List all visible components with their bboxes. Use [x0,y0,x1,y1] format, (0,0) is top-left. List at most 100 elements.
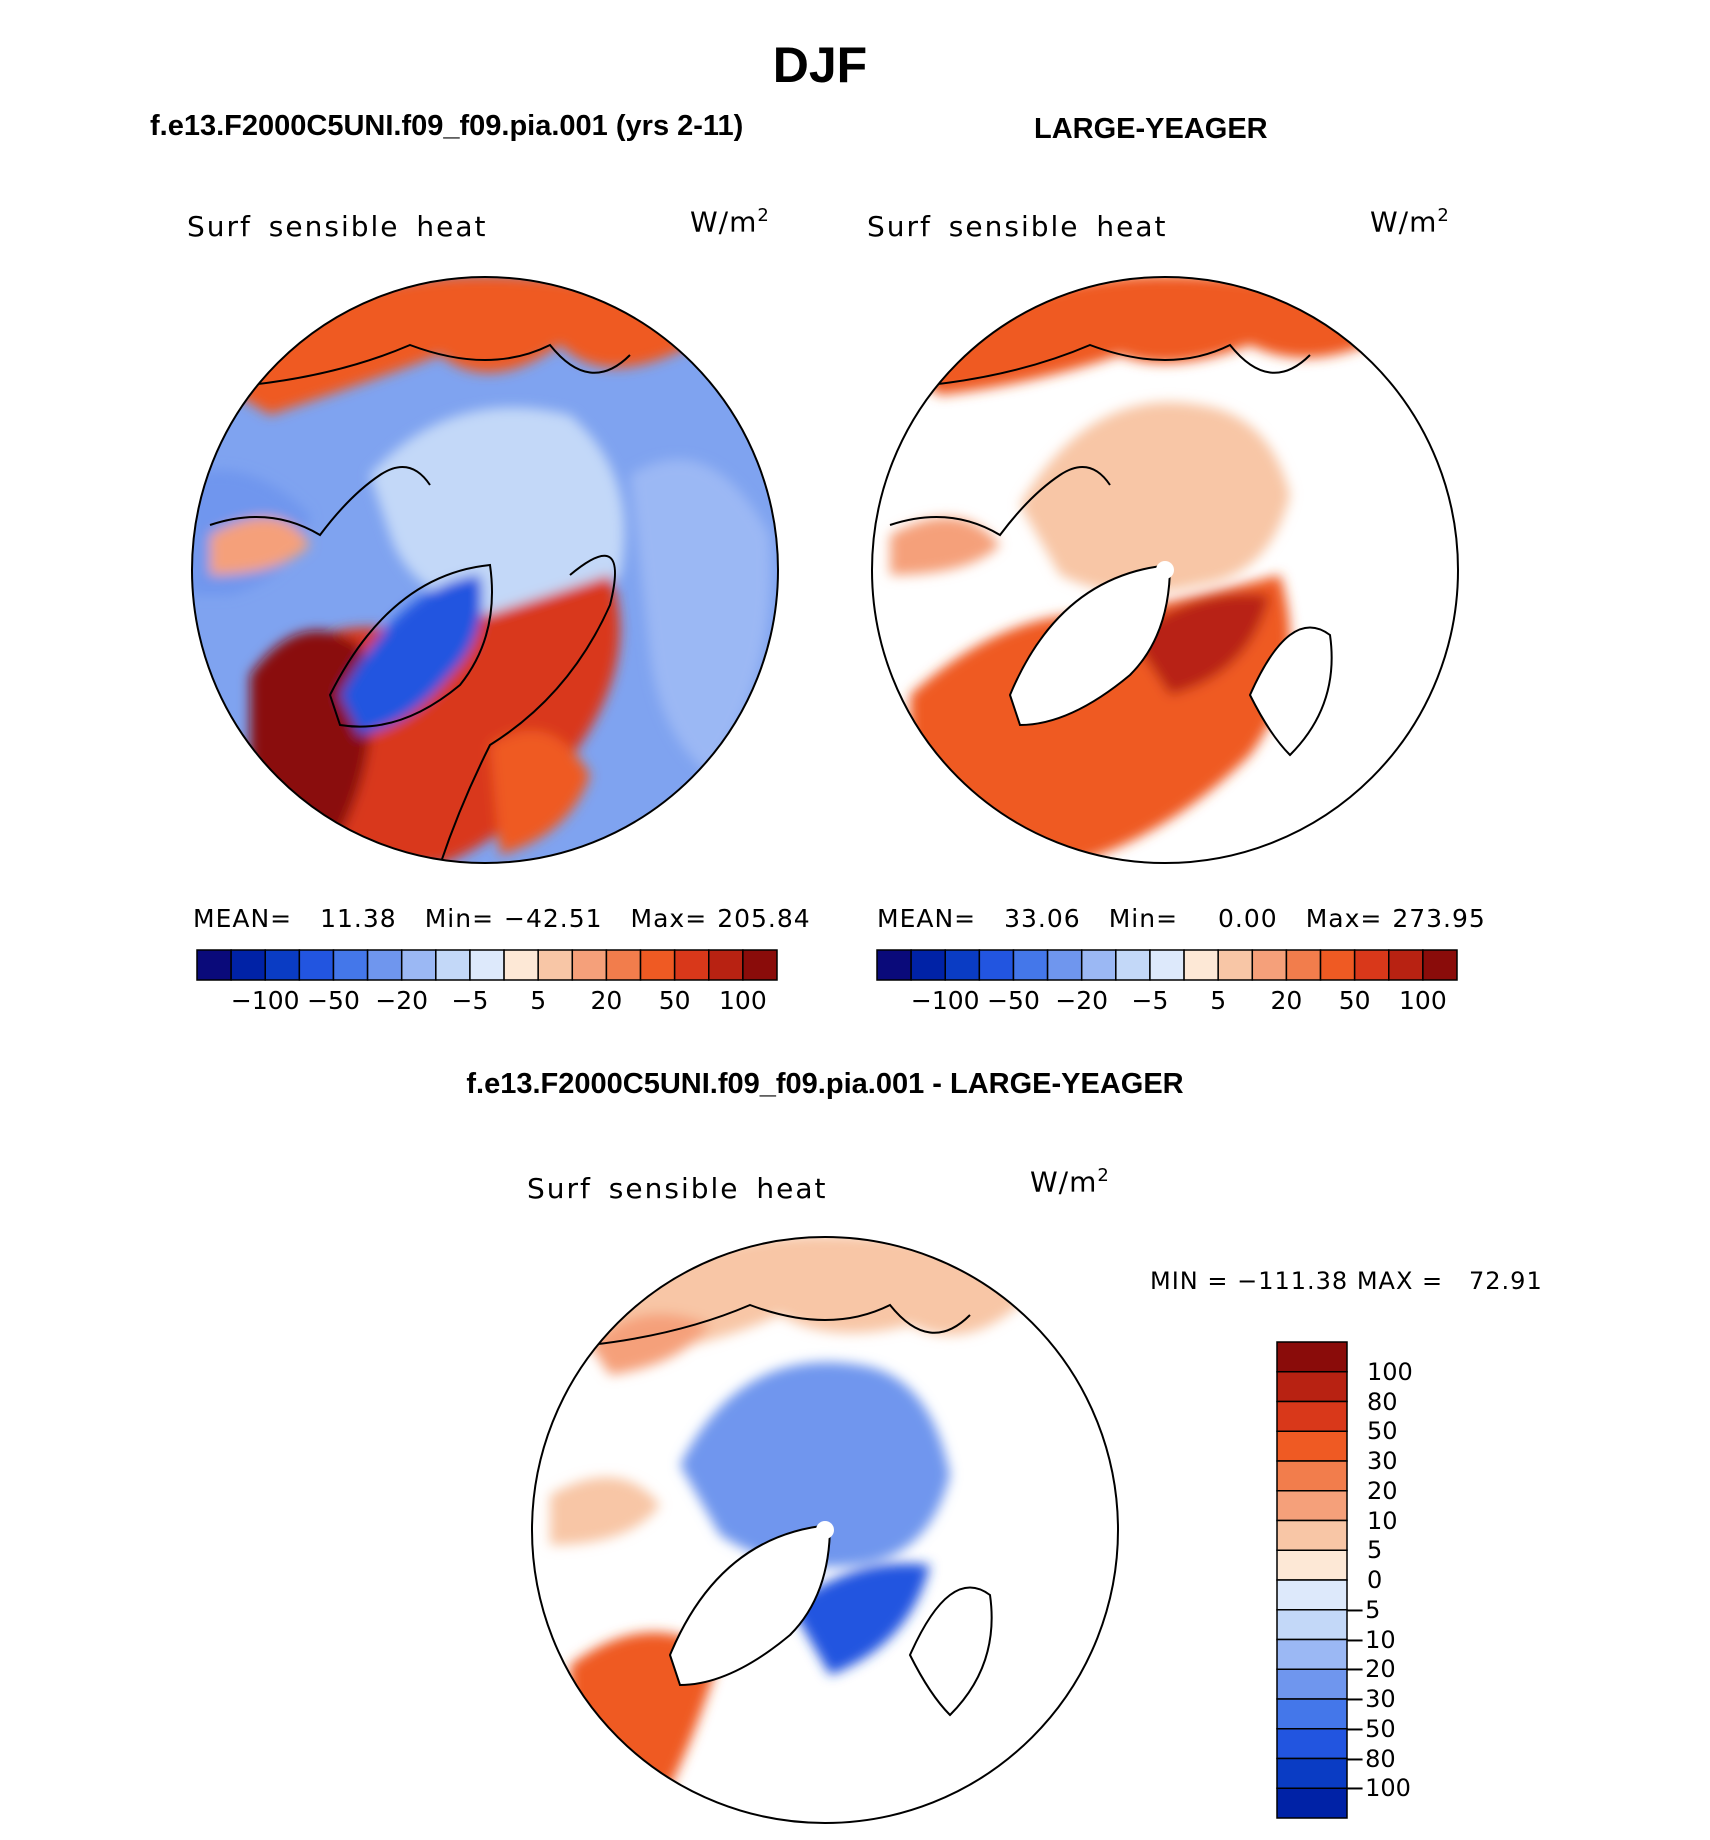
colorbar-tick-label: 5 [1367,1536,1383,1565]
right-max-value: 273.95 [1392,904,1486,933]
colorbar-swatch [469,949,505,981]
colorbar-tick-label: 100 [1367,1357,1413,1386]
bottom-coastline-asia-north [589,1303,971,1346]
left-region-alaska-warm [210,517,310,575]
left-region-north-pacific [220,277,750,415]
left-region-siberia [630,459,772,775]
colorbar-swatch [1276,1728,1348,1760]
right-mean-value: 33.06 [1004,904,1081,933]
bottom-map-border [531,1236,1119,1824]
bottom-region-arctic-cool [680,1362,950,1567]
left-coastline-greenland [328,563,493,728]
bottom-region-scandinavia-mask [908,1586,993,1717]
colorbar-tick-label: −50 [987,986,1040,1015]
left-stats: MEAN= 11.38 Min= −42.51 Max= 205.84 [193,904,811,933]
left-mean-value: 11.38 [320,904,397,933]
colorbar-swatch [1319,949,1356,981]
colorbar-swatch [1276,1460,1348,1492]
colorbar-swatch [605,949,642,981]
colorbar-swatch [332,949,369,981]
colorbar-swatch [1353,949,1390,981]
colorbar-swatch [1276,1579,1348,1611]
bottom-minmax: MIN = −111.38 MAX = 72.91 [1150,1267,1543,1295]
colorbar-swatch [1276,1400,1348,1432]
right-region-scandinavia-mask [1248,626,1333,757]
colorbar-swatch [1276,1609,1348,1641]
colorbar-swatch [196,949,232,981]
colorbar-swatch [1388,949,1424,981]
colorbar-swatch [435,949,471,981]
left-region-arctic-ice [370,407,625,620]
colorbar-swatch [1276,1668,1348,1700]
colorbar-tick-label: −80 [1345,1744,1396,1773]
colorbar-swatch [742,949,778,981]
bottom-colorbar-ticks: 100 80 50 30 20 10 5 0 −5 −10 −20 −30 −50 −80 −100 [1345,1342,1475,1818]
colorbar-swatch [944,949,981,981]
colorbar-tick-label: −50 [307,986,360,1015]
right-region-barents [1130,593,1270,695]
colorbar-swatch [708,949,744,981]
colorbar-swatch [1276,1341,1348,1373]
colorbar-tick-label: 5 [530,986,547,1015]
colorbar-swatch [1115,949,1151,981]
colorbar-swatch [230,949,266,981]
colorbar-swatch [503,949,539,981]
colorbar-swatch [571,949,608,981]
colorbar-tick-label: 0 [1367,1566,1383,1594]
left-coastline-canada [209,466,431,537]
colorbar-swatch [1276,1787,1348,1819]
right-stats: MEAN= 33.06 Min= 0.00 Max= 273.95 [877,904,1486,933]
colorbar-tick-label: −50 [1345,1714,1396,1743]
right-variable-label: Surf sensible heat [867,210,1168,243]
right-coastline-asia-north [929,343,1311,386]
colorbar-swatch [1276,1371,1348,1403]
right-region-arctic-ice [1020,402,1290,593]
colorbar-tick-label: 80 [1367,1387,1398,1416]
left-variable-label: Surf sensible heat [187,210,488,243]
colorbar-tick-label: −100 [230,986,300,1015]
colorbar-swatch [1276,1519,1348,1551]
right-polar-map [871,276,1459,864]
colorbar-swatch [1046,949,1083,981]
right-max-label: Max= [1305,904,1383,933]
colorbar-swatch [1276,1757,1348,1789]
colorbar-swatch [1012,949,1049,981]
colorbar-swatch [876,949,912,981]
bottom-region-alaska [550,1477,660,1545]
colorbar-swatch [264,949,301,981]
bottom-pole-marker [816,1521,834,1539]
right-coastline-canada [889,466,1111,537]
colorbar-tick-label: −20 [1345,1655,1396,1684]
right-min-value: 0.00 [1218,904,1278,933]
bottom-variable-label: Surf sensible heat [527,1172,828,1205]
right-units-base: W/m [1370,205,1438,239]
colorbar-swatch [1217,949,1254,981]
left-units-base: W/m [690,205,758,239]
left-region-europe [490,730,590,855]
colorbar-swatch [639,949,676,981]
bottom-colorbar [1276,1341,1348,1819]
bottom-units-base: W/m [1030,1165,1098,1199]
left-colorbar [196,949,778,981]
bottom-panel-header: f.e13.F2000C5UNI.f09_f09.pia.001 - LARGE… [466,1068,1184,1100]
right-region-alaska [890,517,1000,575]
colorbar-tick-label: 20 [590,986,623,1015]
colorbar-swatch [1276,1549,1348,1581]
right-pole-marker [1156,561,1174,579]
right-colorbar [876,949,1458,981]
right-map-border [871,276,1459,864]
colorbar-swatch [1251,949,1288,981]
colorbar-tick-label: 50 [658,986,691,1015]
left-min-label: Min= [424,904,495,933]
colorbar-swatch [1276,1698,1348,1730]
bottom-units-label: W/m2 [1030,1165,1110,1198]
colorbar-tick-label: 20 [1270,986,1303,1015]
right-colorbar-ticks: −100 −50 −20 −5 5 20 50 100 [877,986,1457,1016]
colorbar-swatch [1276,1490,1348,1522]
colorbar-swatch [1422,949,1458,981]
colorbar-tick-label: −100 [910,986,980,1015]
right-min-label: Min= [1108,904,1179,933]
colorbar-swatch [1276,1638,1348,1670]
colorbar-tick-label: 30 [1367,1447,1398,1475]
bottom-units-exp: 2 [1097,1165,1110,1186]
